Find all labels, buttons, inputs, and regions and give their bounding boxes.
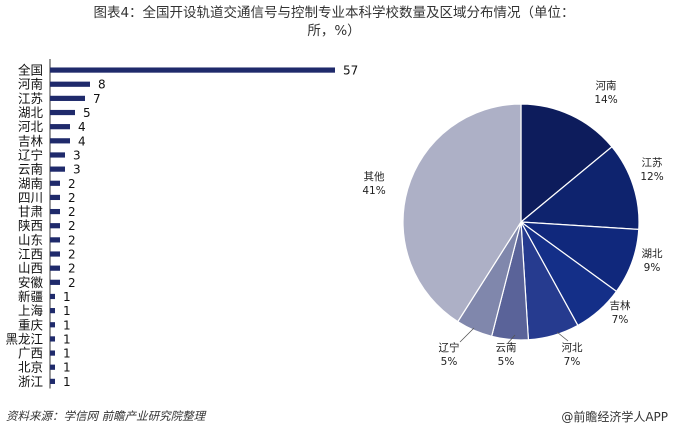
bar	[50, 251, 60, 257]
slice-name-label: 吉林	[610, 299, 631, 312]
category-label: 山东	[18, 232, 43, 247]
bar-value-label: 1	[63, 375, 71, 389]
category-label: 重庆	[18, 317, 44, 332]
bar-value-label: 8	[98, 78, 106, 92]
bar	[50, 194, 60, 201]
slice-name-label: 云南	[496, 341, 517, 354]
bar	[50, 336, 55, 342]
category-label: 江苏	[18, 91, 43, 106]
slice-name-label: 湖北	[642, 248, 663, 260]
bar	[50, 81, 90, 87]
category-label: 北京	[18, 360, 43, 375]
category-label: 吉林	[18, 133, 44, 148]
bar-value-label: 2	[68, 191, 76, 205]
slice-name-label: 江苏	[642, 156, 663, 169]
bar-value-label: 2	[68, 177, 76, 191]
bar	[50, 180, 60, 186]
bar	[50, 166, 65, 172]
category-label: 上海	[18, 303, 44, 318]
bar-value-label: 1	[63, 347, 71, 361]
bar	[50, 109, 75, 116]
slice-value-label: 5%	[498, 356, 515, 368]
bar	[50, 308, 55, 314]
chart-title: 图表4：全国开设轨道交通信号与控制专业本科学校数量及区域分布情况（单位： 所，%…	[14, 4, 654, 40]
leader-line	[507, 334, 516, 344]
bar	[50, 223, 60, 229]
pie-chart: 河南 14% 江苏 12% 湖北 9% 吉林 7% 河北 7% 云南 5% 辽宁 5% 其他 41%	[362, 79, 663, 368]
bar-value-label: 3	[73, 163, 81, 177]
bar-value-label: 2	[68, 205, 76, 219]
bar-value-label: 2	[68, 276, 76, 290]
slice-name-label: 河北	[562, 342, 583, 354]
bar	[50, 95, 85, 101]
bar	[50, 265, 60, 271]
bar	[50, 138, 70, 144]
category-label: 山西	[18, 261, 43, 276]
bar	[50, 350, 55, 356]
category-label: 全国	[18, 63, 43, 78]
bar	[50, 208, 60, 215]
bar-value-label: 4	[78, 120, 86, 134]
bar-value-label: 2	[68, 233, 76, 247]
chart-title-line1: 图表4：全国开设轨道交通信号与控制专业本科学校数量及区域分布情况（单位：	[93, 5, 575, 21]
category-label: 广西	[18, 346, 43, 361]
bar-value-label: 7	[93, 92, 101, 106]
bar-value-label: 3	[73, 148, 81, 162]
slice-name-label: 河南	[596, 79, 617, 92]
bar-value-label: 1	[63, 361, 71, 375]
bar-value-label: 2	[68, 248, 76, 262]
category-label: 河南	[18, 77, 43, 92]
slice-value-label: 14%	[594, 94, 617, 106]
bar-value-label: 1	[63, 290, 71, 304]
slice-value-label: 12%	[640, 171, 663, 183]
slice-value-label: 7%	[564, 356, 581, 368]
category-label: 江西	[18, 247, 43, 262]
bar	[50, 124, 70, 130]
bar-value-label: 1	[63, 318, 71, 332]
bar-value-label: 4	[78, 134, 86, 148]
bar-value-label: 1	[63, 304, 71, 318]
leader-line	[556, 331, 569, 342]
slice-value-label: 41%	[362, 185, 385, 197]
pie-slice	[520, 103, 613, 224]
bar-value-label: 2	[68, 219, 76, 233]
bar-value-label: 57	[343, 64, 358, 78]
pie-slice	[519, 145, 640, 231]
category-label: 安徽	[18, 275, 44, 290]
category-label: 四川	[18, 190, 43, 205]
bar-value-label: 2	[68, 262, 76, 276]
slice-value-label: 9%	[644, 262, 661, 274]
bar-chart: 全国 57 河南 8 江苏 7 湖北 5 河北 4 吉林 4 辽宁 3 云南 3 湖南 2 四川 2 甘肃 2 陕西 2 山东 2…	[5, 59, 358, 389]
slice-name-label: 其他	[364, 170, 385, 183]
bar-value-label: 1	[63, 332, 71, 346]
bar	[50, 152, 65, 158]
leader-line	[459, 327, 475, 343]
category-label: 陕西	[18, 218, 43, 233]
bar	[50, 364, 55, 370]
bar	[50, 378, 55, 384]
slice-name-label: 辽宁	[439, 341, 460, 354]
bar	[50, 67, 335, 73]
category-label: 黑龙江	[5, 331, 43, 346]
brand-credit: @前瞻经济学人APP	[561, 410, 668, 424]
category-label: 甘肃	[18, 204, 43, 219]
category-label: 湖南	[18, 176, 43, 191]
slice-value-label: 5%	[441, 356, 458, 368]
category-label: 浙江	[18, 374, 43, 389]
category-label: 湖北	[18, 105, 44, 120]
chart-title-line2: 所，%）	[307, 23, 361, 39]
pie-slice	[402, 103, 522, 323]
category-label: 河北	[18, 119, 44, 134]
slice-value-label: 7%	[612, 314, 629, 326]
category-label: 云南	[18, 162, 43, 177]
bar	[50, 237, 60, 243]
bar	[50, 279, 60, 285]
bar	[50, 293, 55, 300]
category-label: 辽宁	[18, 147, 43, 162]
category-label: 新疆	[18, 289, 43, 304]
bar	[50, 322, 55, 328]
bar-value-label: 5	[83, 106, 91, 120]
source-note: 资料来源：学信网 前瞻产业研究院整理	[6, 409, 206, 423]
